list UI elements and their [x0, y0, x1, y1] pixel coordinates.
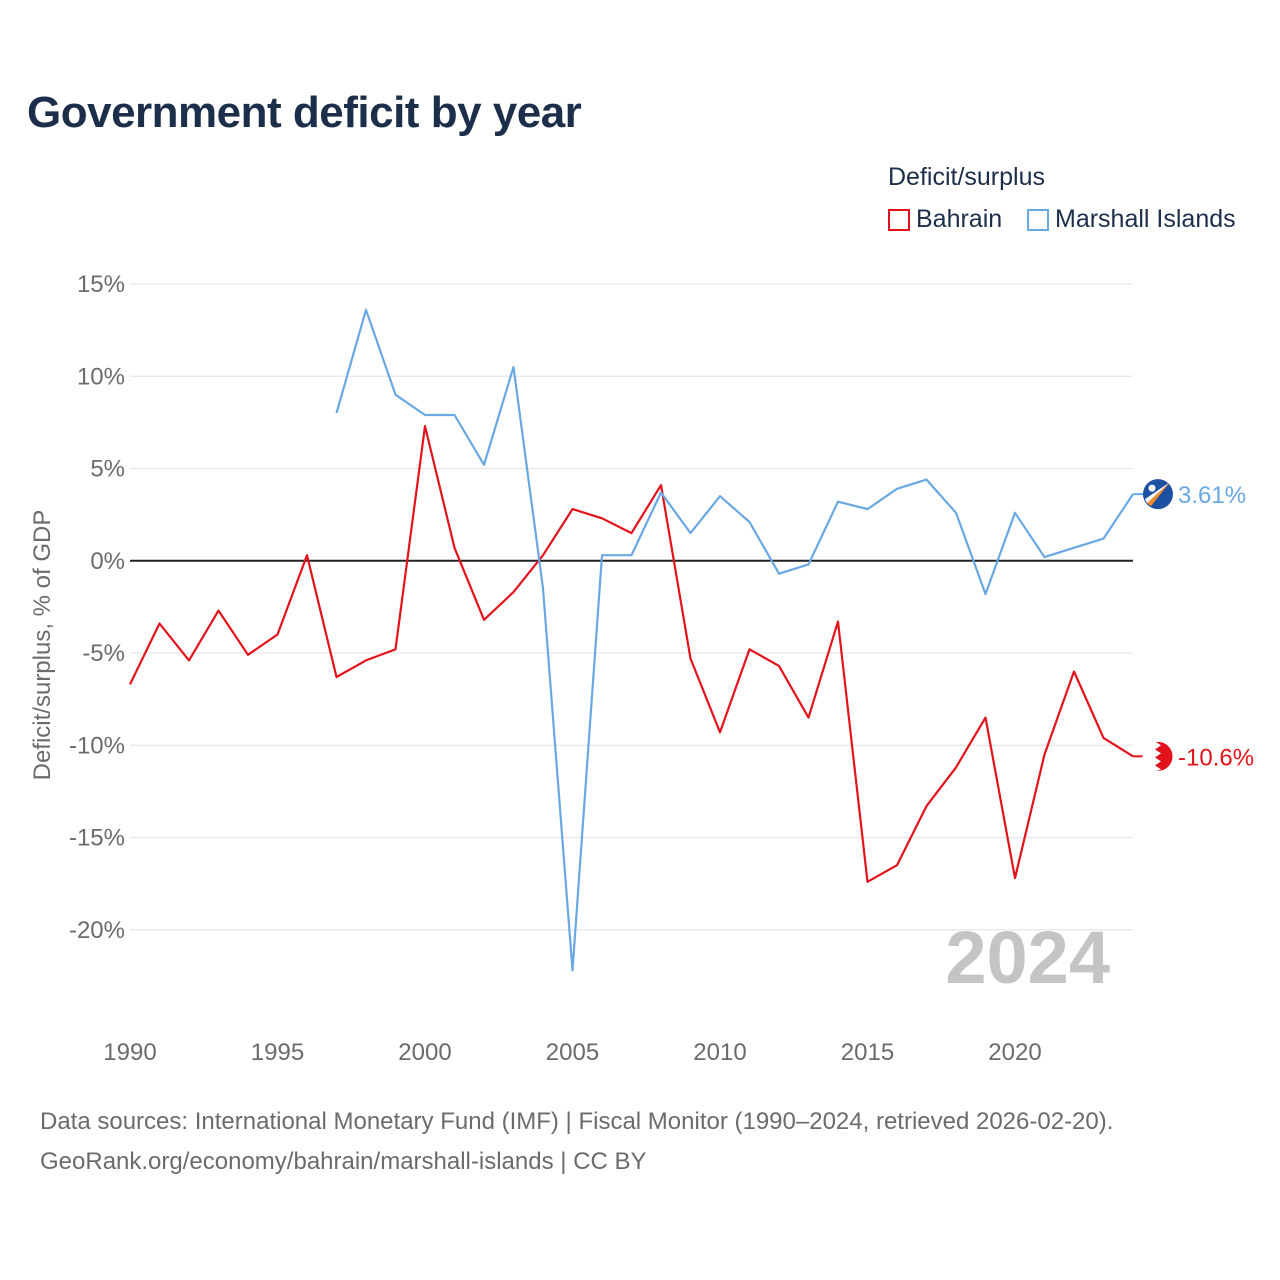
- data-sources-note: Data sources: International Monetary Fun…: [40, 1108, 1114, 1135]
- legend-item-bahrain[interactable]: Bahrain: [888, 205, 1002, 234]
- flag-star: [1148, 484, 1156, 492]
- attribution-link[interactable]: GeoRank.org/economy/bahrain/marshall-isl…: [40, 1148, 647, 1175]
- flag-border: [1142, 740, 1174, 772]
- y-axis-label: Deficit/surplus, % of GDP: [29, 510, 56, 781]
- flag-icon-marshall-islands: [1143, 479, 1173, 510]
- x-tick-label: 2005: [546, 1039, 599, 1066]
- chart-title: Government deficit by year: [27, 88, 582, 137]
- x-tick-label: 1990: [103, 1039, 156, 1066]
- x-tick-label: 2010: [693, 1039, 746, 1066]
- year-watermark: 2024: [945, 916, 1110, 999]
- y-tick-label: -20%: [69, 917, 125, 944]
- y-tick-label: 0%: [90, 548, 125, 575]
- legend-label-marshall-islands: Marshall Islands: [1055, 205, 1236, 233]
- x-tick-label: 2020: [988, 1039, 1041, 1066]
- legend-swatch-marshall-islands: [1027, 208, 1049, 231]
- legend-swatch-bahrain: [888, 208, 910, 231]
- y-tick-label: 15%: [77, 271, 125, 298]
- series-line-marshall-islands: [335, 308, 1134, 972]
- x-tick-label: 2000: [398, 1039, 451, 1066]
- end-value-label-bahrain: -10.6%: [1178, 744, 1254, 771]
- x-tick-label: 2015: [841, 1039, 894, 1066]
- y-tick-label: -15%: [69, 825, 125, 852]
- legend-title: Deficit/surplus: [888, 163, 1045, 191]
- legend-item-marshall-islands[interactable]: Marshall Islands: [1027, 205, 1236, 234]
- y-tick-label: -5%: [82, 640, 125, 667]
- y-tick-label: 10%: [77, 363, 125, 390]
- flag-serration: [1143, 741, 1161, 772]
- series-line-bahrain: [129, 425, 1134, 883]
- legend-label-bahrain: Bahrain: [916, 205, 1003, 233]
- flag-orange-stripe: [1147, 482, 1170, 507]
- flag-white-stripe: [1145, 482, 1170, 504]
- y-tick-label: 5%: [90, 456, 125, 483]
- end-value-label-marshall-islands: 3.61%: [1178, 482, 1246, 509]
- x-tick-label: 1995: [251, 1039, 304, 1066]
- flag-icon-bahrain: [1142, 740, 1174, 772]
- y-tick-label: -10%: [69, 732, 125, 759]
